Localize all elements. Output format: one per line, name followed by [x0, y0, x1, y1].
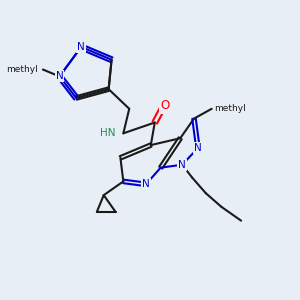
Text: N: N [178, 160, 186, 170]
Text: N: N [142, 179, 150, 189]
Text: N: N [56, 71, 63, 81]
Text: N: N [194, 143, 202, 153]
Text: methyl: methyl [214, 104, 246, 113]
Text: methyl: methyl [6, 65, 38, 74]
Text: HN: HN [100, 128, 116, 138]
Text: N: N [77, 42, 85, 52]
Text: O: O [160, 99, 169, 112]
